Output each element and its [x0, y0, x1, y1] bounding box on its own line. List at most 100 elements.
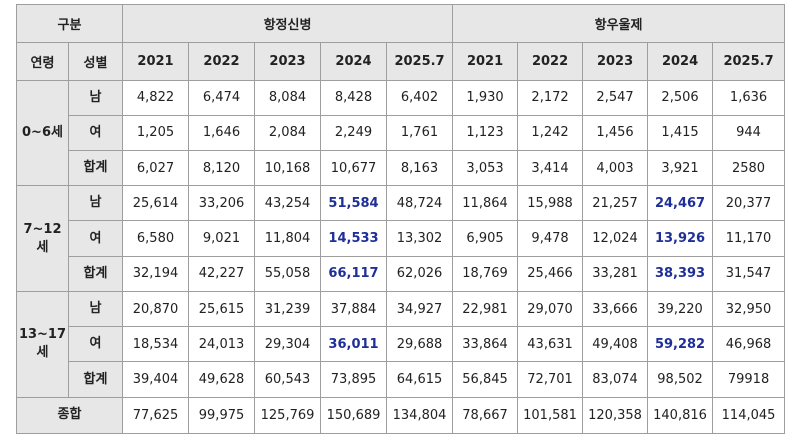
table-row: 여 1,205 1,646 2,084 2,249 1,761 1,123 1,242 1,45…	[17, 114, 786, 151]
data-cell: 33,666	[582, 290, 649, 328]
year-header: 2021	[452, 42, 519, 81]
table-row: 여 18,534 24,013 29,304 36,011 29,688 33,864 43,…	[17, 326, 786, 363]
data-cell: 34,927	[386, 290, 454, 328]
data-cell: 29,688	[386, 326, 454, 363]
data-cell: 64,615	[386, 361, 454, 398]
corner-label: 구분	[15, 3, 124, 44]
data-cell: 14,533	[320, 220, 388, 257]
data-cell: 1,415	[647, 114, 714, 151]
table-row: 0~6세 남 4,822 6,474 8,084 8,428 6,402 1,930 2,172…	[16, 79, 786, 187]
data-cell: 6,580	[122, 220, 190, 257]
year-header: 2025.7	[712, 42, 786, 81]
data-cell: 46,968	[712, 326, 786, 363]
data-cell: 2,547	[582, 79, 649, 116]
table-row: 7~12 세 남 25,614 33,206 43,254 51,584 48,724 11,…	[16, 185, 786, 292]
data-cell: 4,822	[122, 79, 190, 116]
data-cell: 25,466	[517, 255, 584, 292]
table-row: 여 6,580 9,021 11,804 14,533 13,302 6,905 9,478 1…	[17, 220, 786, 257]
table-row: 합계 32,194 42,227 55,058 66,117 62,026 18,769 25…	[17, 255, 786, 292]
sex-label: 남	[67, 185, 124, 222]
data-cell: 2580	[712, 149, 786, 187]
data-cell: 8,084	[254, 79, 322, 116]
year-header: 2021	[122, 42, 190, 81]
sex-label: 합계	[67, 255, 124, 292]
total-cell: 134,804	[386, 396, 454, 435]
data-cell: 10,168	[254, 149, 322, 187]
data-cell: 25,614	[122, 185, 190, 222]
data-cell: 22,981	[452, 290, 519, 328]
data-cell: 10,677	[320, 149, 388, 187]
data-cell: 20,870	[122, 290, 190, 328]
data-cell: 1,636	[712, 79, 786, 116]
data-cell: 2,506	[647, 79, 714, 116]
data-cell: 37,884	[320, 290, 388, 328]
data-cell: 3,414	[517, 149, 584, 187]
data-cell: 1,761	[386, 114, 454, 151]
data-cell: 21,257	[582, 185, 649, 222]
data-cell: 42,227	[188, 255, 256, 292]
data-cell: 6,474	[188, 79, 256, 116]
sex-label: 여	[67, 114, 124, 151]
age-group-label: 13~17 세	[16, 290, 69, 398]
data-cell: 1,456	[582, 114, 649, 151]
sex-label: 합계	[67, 361, 124, 398]
year-header: 2024	[647, 42, 714, 81]
data-cell: 2,084	[254, 114, 322, 151]
table-row: 합계 6,027 8,120 10,168 10,677 8,163 3,053 3,414 4…	[17, 149, 786, 187]
total-cell: 114,045	[712, 396, 786, 435]
data-cell: 1,646	[188, 114, 256, 151]
data-cell: 49,628	[188, 361, 256, 398]
statistics-table: 구분 항정신병 항우울제 연령 성별 2021 2022 2023 2024 2…	[15, 3, 786, 435]
total-cell: 78,667	[452, 396, 519, 435]
data-cell: 32,950	[712, 290, 786, 328]
data-cell: 3,921	[647, 149, 714, 187]
total-cell: 125,769	[254, 396, 322, 435]
data-cell: 13,926	[647, 220, 714, 257]
data-cell: 72,701	[517, 361, 584, 398]
data-cell: 98,502	[647, 361, 714, 398]
data-cell: 11,864	[452, 185, 519, 222]
data-cell: 11,804	[254, 220, 322, 257]
data-cell: 51,584	[320, 185, 388, 222]
data-cell: 2,249	[320, 114, 388, 151]
data-cell: 8,120	[188, 149, 256, 187]
sex-label: 여	[67, 220, 124, 257]
data-cell: 73,895	[320, 361, 388, 398]
sex-label: 남	[67, 290, 124, 328]
data-cell: 25,615	[188, 290, 256, 328]
sex-label: 여	[67, 326, 124, 363]
data-cell: 29,070	[517, 290, 584, 328]
data-cell: 2,172	[517, 79, 584, 116]
age-group-label: 7~12 세	[16, 185, 69, 292]
data-cell: 6,027	[122, 149, 190, 187]
group-header-antipsychotic: 항정신병	[122, 3, 454, 44]
year-header: 2023	[582, 42, 649, 81]
data-cell: 1,242	[517, 114, 584, 151]
data-cell: 56,845	[452, 361, 519, 398]
year-header: 2022	[188, 42, 256, 81]
sex-label: 합계	[67, 149, 124, 187]
data-cell: 8,163	[386, 149, 454, 187]
data-cell: 944	[712, 114, 786, 151]
data-cell: 6,905	[452, 220, 519, 257]
total-cell: 99,975	[188, 396, 256, 435]
data-cell: 33,864	[452, 326, 519, 363]
data-cell: 9,478	[517, 220, 584, 257]
data-cell: 18,769	[452, 255, 519, 292]
data-cell: 29,304	[254, 326, 322, 363]
total-cell: 77,625	[122, 396, 190, 435]
year-header: 2023	[254, 42, 322, 81]
data-cell: 33,281	[582, 255, 649, 292]
data-cell: 3,053	[452, 149, 519, 187]
data-cell: 8,428	[320, 79, 388, 116]
age-header: 연령	[16, 42, 69, 81]
data-cell: 36,011	[320, 326, 388, 363]
group-header-row: 구분 항정신병 항우울제	[15, 3, 786, 44]
data-cell: 6,402	[386, 79, 454, 116]
data-cell: 55,058	[254, 255, 322, 292]
data-cell: 60,543	[254, 361, 322, 398]
data-cell: 4,003	[582, 149, 649, 187]
data-cell: 31,547	[712, 255, 786, 292]
data-cell: 1,123	[452, 114, 519, 151]
